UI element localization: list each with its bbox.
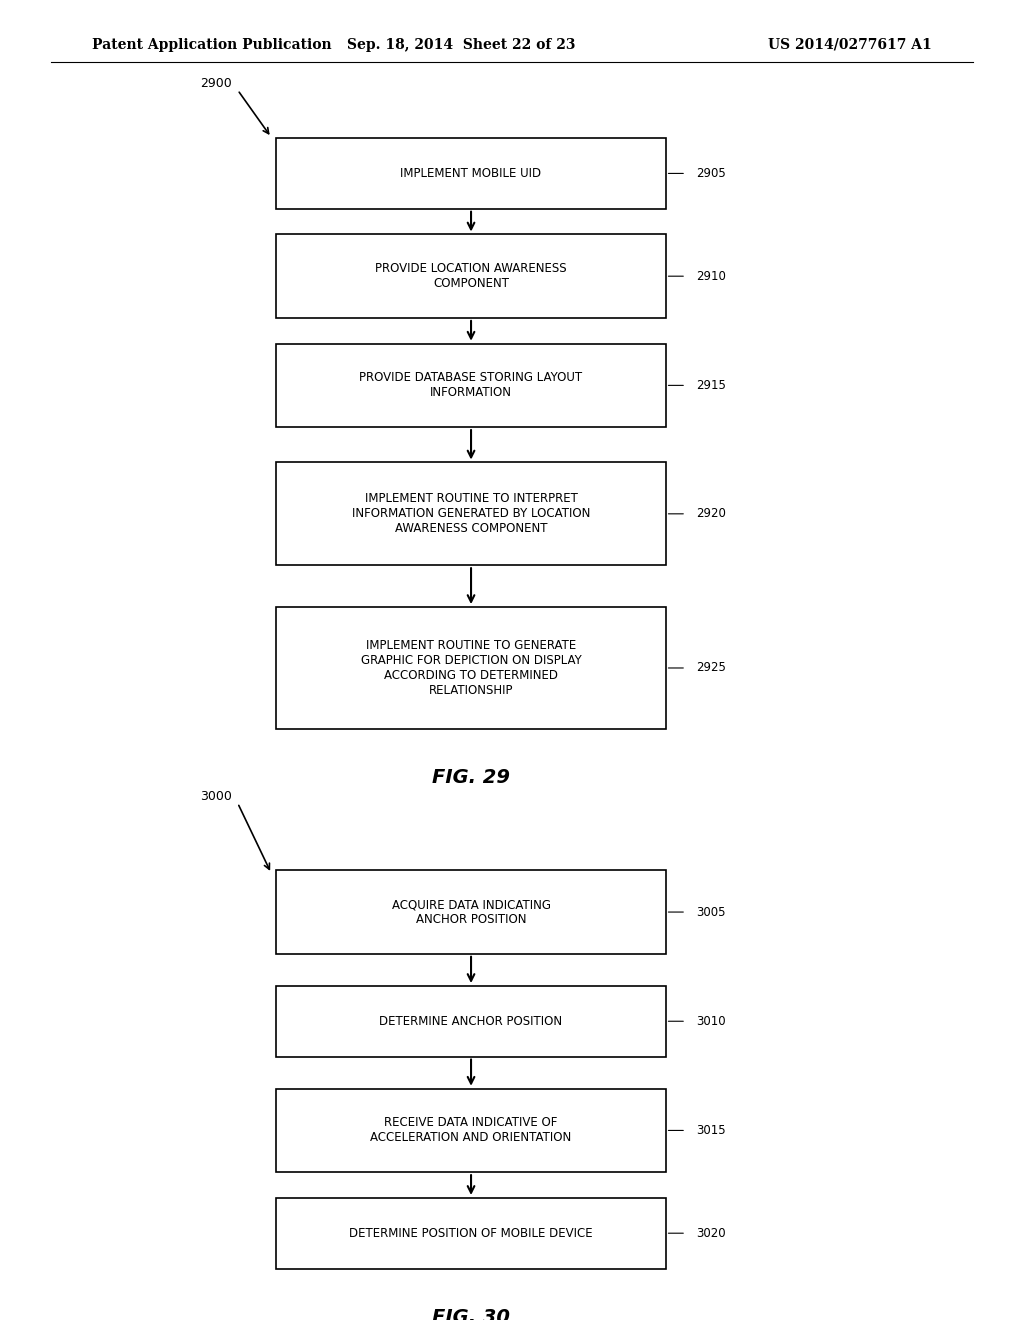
Text: 3020: 3020 [696,1226,726,1239]
Text: Sep. 18, 2014  Sheet 22 of 23: Sep. 18, 2014 Sheet 22 of 23 [346,38,575,51]
Text: 3010: 3010 [696,1015,726,1028]
Text: US 2014/0277617 A1: US 2014/0277617 A1 [768,38,932,51]
Text: PROVIDE DATABASE STORING LAYOUT
INFORMATION: PROVIDE DATABASE STORING LAYOUT INFORMAT… [359,371,583,400]
Text: ACQUIRE DATA INDICATING
ANCHOR POSITION: ACQUIRE DATA INDICATING ANCHOR POSITION [391,898,551,927]
FancyBboxPatch shape [276,462,666,565]
Text: 2915: 2915 [696,379,726,392]
FancyBboxPatch shape [276,1089,666,1172]
Text: PROVIDE LOCATION AWARENESS
COMPONENT: PROVIDE LOCATION AWARENESS COMPONENT [375,263,567,290]
Text: 3015: 3015 [696,1123,726,1137]
FancyBboxPatch shape [276,343,666,428]
Text: 2910: 2910 [696,269,726,282]
FancyBboxPatch shape [276,139,666,209]
Text: IMPLEMENT MOBILE UID: IMPLEMENT MOBILE UID [400,166,542,180]
Text: 2920: 2920 [696,507,726,520]
Text: 2925: 2925 [696,661,726,675]
Text: IMPLEMENT ROUTINE TO INTERPRET
INFORMATION GENERATED BY LOCATION
AWARENESS COMPO: IMPLEMENT ROUTINE TO INTERPRET INFORMATI… [352,492,590,536]
Text: Patent Application Publication: Patent Application Publication [92,38,332,51]
FancyBboxPatch shape [276,607,666,729]
Text: IMPLEMENT ROUTINE TO GENERATE
GRAPHIC FOR DEPICTION ON DISPLAY
ACCORDING TO DETE: IMPLEMENT ROUTINE TO GENERATE GRAPHIC FO… [360,639,582,697]
Text: FIG. 29: FIG. 29 [432,768,510,787]
Text: 3005: 3005 [696,906,726,919]
Text: RECEIVE DATA INDICATIVE OF
ACCELERATION AND ORIENTATION: RECEIVE DATA INDICATIVE OF ACCELERATION … [371,1117,571,1144]
FancyBboxPatch shape [276,870,666,954]
Text: 3000: 3000 [200,789,231,803]
Text: FIG. 30: FIG. 30 [432,1308,510,1320]
Text: DETERMINE ANCHOR POSITION: DETERMINE ANCHOR POSITION [380,1015,562,1028]
Text: 2900: 2900 [200,77,231,90]
Text: DETERMINE POSITION OF MOBILE DEVICE: DETERMINE POSITION OF MOBILE DEVICE [349,1226,593,1239]
Text: 2905: 2905 [696,166,726,180]
FancyBboxPatch shape [276,1197,666,1269]
FancyBboxPatch shape [276,235,666,318]
FancyBboxPatch shape [276,986,666,1056]
